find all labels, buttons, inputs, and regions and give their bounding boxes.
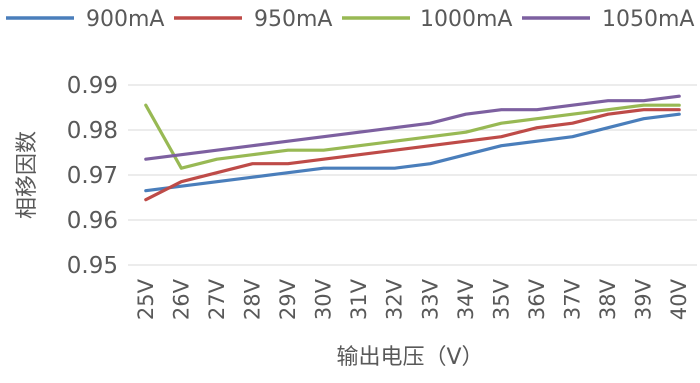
y-axis-title: 相移因数 (15, 131, 40, 219)
legend-item-1050ma: 1050mA (522, 7, 694, 32)
y-tick-label: 0.99 (67, 73, 118, 99)
x-tick-label: 26V (169, 278, 193, 320)
x-axis-title: 输出电压（V） (336, 345, 483, 370)
y-axis-ticks: 0.95 0.96 0.97 0.98 0.99 (67, 73, 118, 279)
legend-label-950ma: 950mA (254, 7, 332, 32)
gridlines (128, 84, 697, 266)
x-tick-label: 33V (418, 278, 442, 320)
x-tick-label: 31V (347, 278, 371, 320)
x-tick-label: 35V (489, 278, 513, 320)
legend-label-1050ma: 1050mA (602, 7, 694, 32)
y-tick-label: 0.95 (67, 253, 118, 279)
y-tick-label: 0.98 (67, 118, 118, 144)
legend-item-950ma: 950mA (174, 7, 332, 32)
x-tick-label: 28V (240, 278, 264, 320)
legend-item-1000ma: 1000mA (342, 7, 512, 32)
x-axis-ticks: 25V 26V 27V 28V 29V 30V 31V 32V 33V 34V 35V 36V 37V 3… (134, 278, 691, 320)
series-line-1000ma (144, 103, 681, 170)
x-tick-label: 27V (205, 278, 229, 320)
x-tick-label: 36V (525, 278, 549, 320)
x-tick-label: 25V (134, 278, 158, 320)
x-tick-label: 38V (596, 278, 620, 320)
series-line-1050ma (144, 94, 681, 161)
x-tick-label: 39V (632, 278, 656, 320)
x-tick-label: 32V (383, 278, 407, 320)
x-tick-label: 34V (454, 278, 478, 320)
x-tick-label: 29V (276, 278, 300, 320)
series-line-950ma (144, 108, 681, 202)
legend: 900mA 950mA 1000mA 1050mA (6, 7, 694, 32)
x-tick-label: 37V (561, 278, 585, 320)
x-tick-label: 30V (312, 278, 336, 320)
y-tick-label: 0.97 (67, 163, 118, 189)
legend-label-900ma: 900mA (86, 7, 164, 32)
x-tick-label: 40V (667, 278, 691, 320)
series-line-900ma (144, 112, 681, 193)
legend-item-900ma: 900mA (6, 7, 164, 32)
series-lines (144, 94, 681, 202)
legend-label-1000ma: 1000mA (420, 7, 512, 32)
y-tick-label: 0.96 (67, 208, 118, 234)
